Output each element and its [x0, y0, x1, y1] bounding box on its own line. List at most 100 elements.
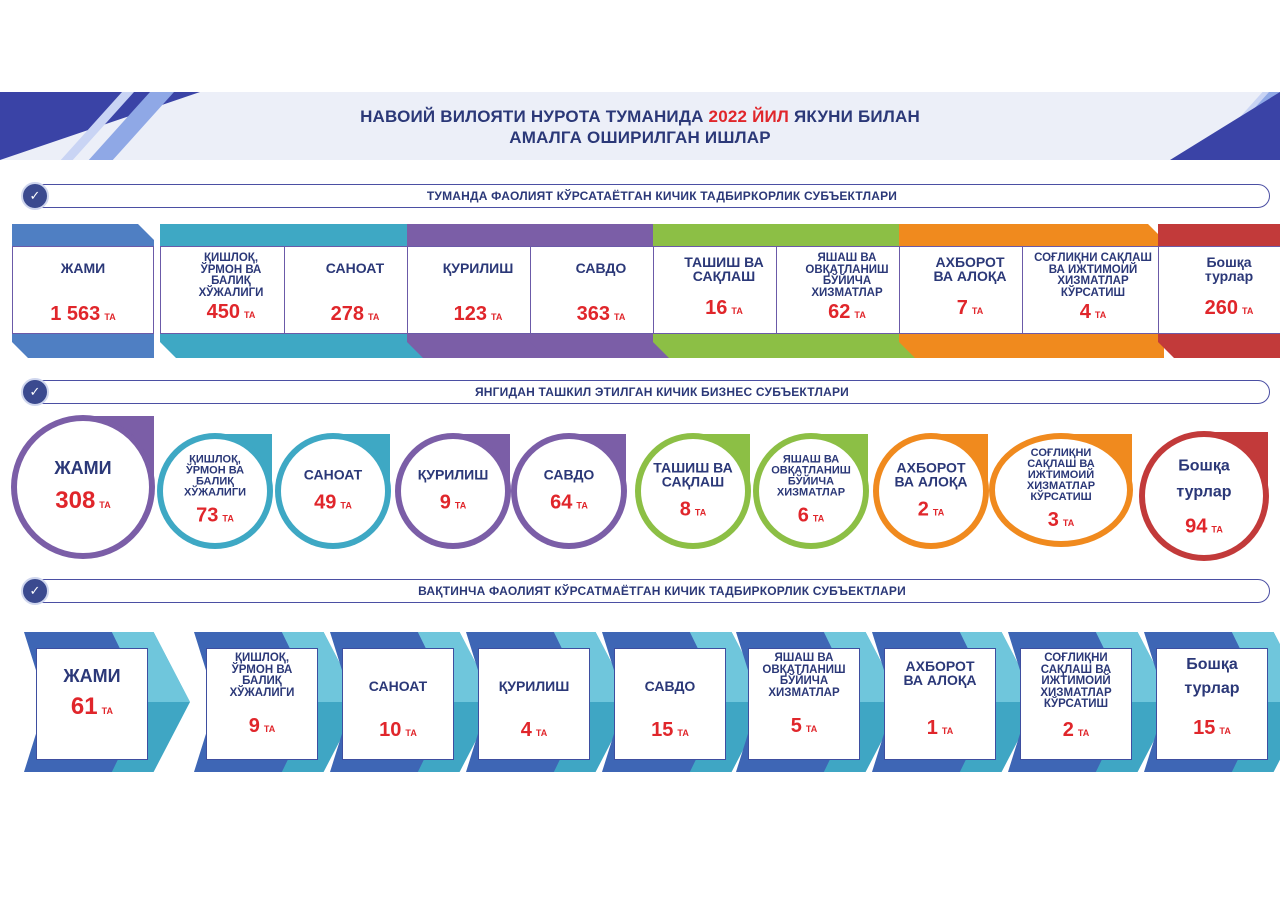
category-arrow: АХБОРОТ ВА АЛОҚА 1 ТА — [872, 632, 1038, 772]
arrow-label-line: БЎЙИЧА — [779, 675, 829, 687]
value-number: 15 — [1193, 717, 1216, 739]
circle-face — [1140, 432, 1268, 560]
arrow-label-line: ВА АЛОҚА — [903, 672, 977, 688]
category-card: ЯШАШ ВА ОВҚАТЛАНИШ БЎЙИЧА ХИЗМАТЛАР 62 ТА — [776, 224, 918, 358]
value-number: 8 — [679, 498, 691, 521]
value-label: 64 ТА — [512, 492, 626, 515]
circle-face — [754, 434, 868, 548]
category-circle: САНОАТ 49 ТА — [276, 434, 390, 548]
category-circle: АХБОРОТ ВА АЛОҚА 2 ТА — [874, 434, 988, 548]
unit-label: ТА — [805, 724, 818, 734]
value-number: 4 — [1079, 301, 1091, 323]
arrow-label: ҚИШЛОҚ, ЎРМОН ВА БАЛИҚ ХЎЖАЛИГИ — [209, 652, 315, 699]
value-label: 2 ТА — [874, 499, 988, 522]
arrow-card-face: ҚИШЛОҚ, ЎРМОН ВА БАЛИҚ ХЎЖАЛИГИ 9 ТА — [206, 648, 318, 760]
circle-face — [396, 434, 510, 548]
section-1-bar: ✓ ТУМАНДА ФАОЛИЯТ КЎРСАТАЁТГАН КИЧИК ТАД… — [21, 182, 1270, 210]
value-number: 7 — [956, 297, 968, 319]
value-number: 260 — [1204, 297, 1238, 319]
unit-label: ТА — [454, 500, 467, 511]
circle-label-line: АХБОРОТ — [896, 459, 966, 476]
value-label: 94 ТА — [1140, 516, 1268, 539]
card-face: САНОАТ 278 ТА — [284, 246, 426, 334]
card-label: САНОАТ — [287, 261, 423, 275]
value-number: 10 — [379, 719, 402, 741]
title-year: 2022 ЙИЛ — [708, 107, 790, 126]
value-number: 49 — [314, 491, 337, 514]
card-face: ЖАМИ 1 563 ТА — [12, 246, 154, 334]
value-label: 10 ТА — [343, 719, 453, 742]
circle-label-line: ЖАМИ — [54, 458, 112, 478]
card-face: ЯШАШ ВА ОВҚАТЛАНИШ БЎЙИЧА ХИЗМАТЛАР 62 ТА — [776, 246, 918, 334]
unit-label: ТА — [263, 724, 276, 734]
circle-label-line: ЎРМОН ВА — [185, 464, 245, 477]
unit-label: ТА — [104, 312, 116, 322]
card-label-line: ХИЗМАТЛАР — [1057, 275, 1129, 287]
circle-label-line: ХЎЖАЛИГИ — [184, 486, 246, 499]
card-face: СОҒЛИҚНИ САҚЛАШ ВА ИЖТИМОИЙ ХИЗМАТЛАР КЎРСА… — [1022, 246, 1164, 334]
value-label: 3 ТА — [990, 509, 1132, 532]
value-number: 6 — [797, 504, 809, 527]
value-label: 4 ТА — [1023, 301, 1163, 324]
unit-label: ТА — [101, 706, 114, 716]
category-card: ЖАМИ 1 563 ТА — [12, 224, 154, 358]
circle-content: ЯШАШ ВА ОВҚАТЛАНИШ БЎЙИЧА ХИЗМАТЛАР 6 ТА — [754, 454, 868, 528]
value-number: 94 — [1185, 515, 1208, 538]
category-circle: САВДО 64 ТА — [512, 434, 626, 548]
category-arrow: САНОАТ 10 ТА — [330, 632, 496, 772]
value-number: 278 — [330, 303, 364, 325]
card-label: ҚУРИЛИШ — [410, 261, 546, 275]
value-number: 73 — [196, 504, 219, 527]
unit-label: ТА — [1241, 306, 1254, 316]
arrow-label-line: ҚИШЛОҚ, — [234, 652, 290, 664]
value-number: 62 — [828, 301, 851, 323]
arrow-card-face: Бошқа турлар 15 ТА — [1156, 648, 1268, 760]
category-arrow: ЖАМИ 61 ТА — [24, 632, 190, 772]
circle-content: САНОАТ 49 ТА — [276, 468, 390, 515]
arrow-label-line: ҚУРИЛИШ — [498, 678, 570, 694]
unit-label: ТА — [1062, 518, 1075, 528]
value-label: 9 ТА — [207, 715, 317, 738]
value-label: 5 ТА — [749, 715, 859, 738]
value-number: 4 — [520, 719, 532, 741]
value-label: 4 ТА — [479, 719, 589, 742]
value-label: 450 ТА — [161, 301, 301, 324]
value-label: 308 ТА — [12, 487, 154, 515]
unit-label: ТА — [731, 306, 743, 316]
value-number: 1 563 — [50, 303, 101, 325]
unit-label: ТА — [1219, 726, 1231, 736]
circle-face — [874, 434, 988, 548]
value-label: 278 ТА — [285, 303, 425, 326]
circle-label-line: ХИЗМАТЛАР — [776, 486, 846, 499]
card-label: ТАШИШ ВА САҚЛАШ — [656, 255, 792, 283]
circle-label: ҚУРИЛИШ — [396, 468, 510, 482]
category-card: ТАШИШ ВА САҚЛАШ 16 ТА — [653, 224, 795, 358]
circle-label-line: САҚЛАШ ВА — [1027, 458, 1095, 470]
value-number: 2 — [1062, 719, 1074, 741]
circle-content: ЖАМИ 308 ТА — [12, 459, 154, 515]
unit-label: ТА — [932, 507, 945, 518]
category-circle: ЖАМИ 308 ТА — [12, 416, 154, 558]
unit-label: ТА — [576, 500, 588, 511]
arrow-label: ҚУРИЛИШ — [481, 679, 587, 693]
card-label: ЯШАШ ВА ОВҚАТЛАНИШ БЎЙИЧА ХИЗМАТЛАР — [779, 252, 915, 299]
unit-label: ТА — [677, 728, 689, 738]
category-arrow: СОҒЛИҚНИ САҚЛАШ ВА ИЖТИМОИЙ ХИЗМАТЛАР КЎРСАТ… — [1008, 632, 1174, 772]
arrow-label-line: ХЎЖАЛИГИ — [229, 686, 295, 699]
card-label-line: САВДО — [575, 260, 627, 276]
category-circle: СОҒЛИҚНИ САҚЛАШ ВА ИЖТИМОИЙ ХИЗМАТЛАР КЎРСАТ… — [990, 434, 1132, 546]
unit-label: ТА — [99, 500, 111, 510]
circle-content: ҚИШЛОҚ, ЎРМОН ВА БАЛИҚ ХЎЖАЛИГИ 73 ТА — [158, 454, 272, 528]
value-label: 15 ТА — [1157, 717, 1267, 740]
page-title: НАВОИЙ ВИЛОЯТИ НУРОТА ТУМАНИДА 2022 ЙИЛ … — [0, 106, 1280, 148]
circle-label-line: КЎРСАТИШ — [1030, 491, 1092, 503]
arrow-label-line: СОҒЛИҚНИ — [1044, 652, 1108, 664]
section-1-title: ТУМАНДА ФАОЛИЯТ КЎРСАТАЁТГАН КИЧИК ТАДБИ… — [426, 189, 898, 203]
card-label: ҚИШЛОҚ, ЎРМОН ВА БАЛИҚ ХЎЖАЛИГИ — [163, 252, 299, 299]
circle-face — [512, 434, 626, 548]
circle-label-line: ОВҚАТЛАНИШ — [771, 464, 851, 477]
circle-content: СОҒЛИҚНИ САҚЛАШ ВА ИЖТИМОИЙ ХИЗМАТЛАР КЎРСАТ… — [990, 448, 1132, 532]
card-label-line: КЎРСАТИШ — [1060, 286, 1126, 299]
unit-label: ТА — [1211, 524, 1223, 535]
category-card: САВДО 363 ТА — [530, 224, 672, 358]
